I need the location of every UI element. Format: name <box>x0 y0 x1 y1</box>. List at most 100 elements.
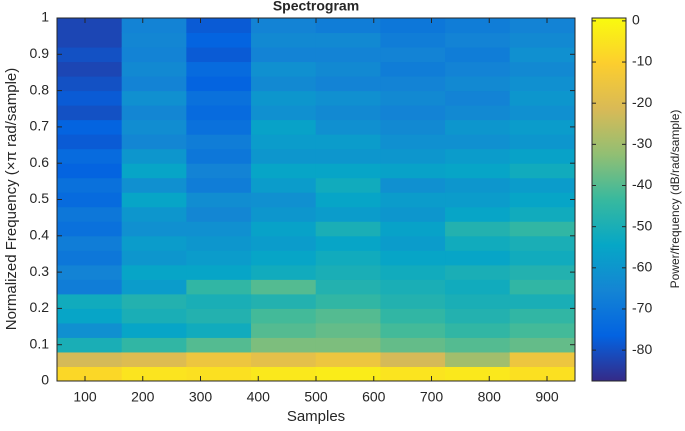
cell <box>186 322 252 338</box>
cell <box>509 134 575 150</box>
cell <box>315 221 381 237</box>
cell <box>315 264 381 280</box>
x-tick-label: 100 <box>73 389 97 405</box>
cell <box>186 119 252 135</box>
colorbar-tick-label: -60 <box>632 259 652 275</box>
cell <box>121 105 187 121</box>
colorbar-tick-label: -10 <box>632 53 652 69</box>
cell <box>186 105 252 121</box>
cell <box>380 47 446 63</box>
cell <box>509 206 575 222</box>
y-tick-label: 0.8 <box>30 81 50 97</box>
cell <box>315 337 381 353</box>
cell <box>57 293 123 309</box>
cell <box>380 76 446 92</box>
cell <box>251 47 317 63</box>
cell <box>315 61 381 77</box>
cell <box>121 279 187 295</box>
colorbar-tick-label: -20 <box>632 94 652 110</box>
y-tick-label: 0 <box>41 372 49 388</box>
cell <box>445 119 511 135</box>
cell <box>315 351 381 367</box>
cell <box>121 148 187 164</box>
cell <box>251 192 317 208</box>
cell <box>509 47 575 63</box>
cell <box>380 221 446 237</box>
cell <box>251 250 317 266</box>
cell <box>186 279 252 295</box>
cell <box>509 105 575 121</box>
cell <box>380 32 446 48</box>
cell <box>251 206 317 222</box>
cell <box>121 76 187 92</box>
cell <box>57 250 123 266</box>
cell <box>57 18 123 34</box>
cell <box>57 322 123 338</box>
cell <box>251 279 317 295</box>
cell <box>186 250 252 266</box>
y-tick-label: 0.6 <box>30 154 50 170</box>
x-tick-label: 400 <box>247 389 271 405</box>
cell <box>315 235 381 251</box>
cell <box>121 366 187 382</box>
cell <box>445 76 511 92</box>
cell <box>57 337 123 353</box>
cell <box>445 308 511 324</box>
cell <box>251 322 317 338</box>
cell <box>57 351 123 367</box>
cell <box>121 337 187 353</box>
cell <box>121 293 187 309</box>
cell <box>380 293 446 309</box>
cell <box>445 163 511 179</box>
cell <box>57 47 123 63</box>
cell <box>57 61 123 77</box>
cell <box>509 293 575 309</box>
cell <box>315 163 381 179</box>
cell <box>380 90 446 106</box>
cell <box>315 76 381 92</box>
cell <box>186 47 252 63</box>
x-tick-label: 800 <box>478 389 502 405</box>
chart-title: Spectrogram <box>273 0 359 14</box>
cell <box>315 206 381 222</box>
cell <box>380 366 446 382</box>
cell <box>121 134 187 150</box>
cell <box>251 293 317 309</box>
cell <box>380 61 446 77</box>
cell <box>380 351 446 367</box>
cell <box>57 32 123 48</box>
cell <box>186 76 252 92</box>
cell <box>251 264 317 280</box>
cell <box>509 177 575 193</box>
cell <box>251 18 317 34</box>
cell <box>186 308 252 324</box>
cell <box>509 235 575 251</box>
cell <box>315 322 381 338</box>
cell <box>121 264 187 280</box>
cell <box>186 177 252 193</box>
cell <box>251 119 317 135</box>
cell <box>445 221 511 237</box>
cell <box>251 90 317 106</box>
cell <box>315 47 381 63</box>
cell <box>186 18 252 34</box>
cell <box>315 250 381 266</box>
cell <box>186 90 252 106</box>
cell <box>380 177 446 193</box>
cell <box>445 18 511 34</box>
cell <box>57 206 123 222</box>
cell <box>186 163 252 179</box>
cell <box>315 119 381 135</box>
cell <box>509 337 575 353</box>
heatmap <box>57 18 575 382</box>
cell <box>121 221 187 237</box>
colorbar-tick-label: 0 <box>632 12 640 28</box>
cell <box>57 90 123 106</box>
cell <box>121 90 187 106</box>
cell <box>121 163 187 179</box>
cell <box>380 308 446 324</box>
x-tick-label: 600 <box>362 389 386 405</box>
y-tick-label: 0.2 <box>30 299 50 315</box>
cell <box>251 32 317 48</box>
